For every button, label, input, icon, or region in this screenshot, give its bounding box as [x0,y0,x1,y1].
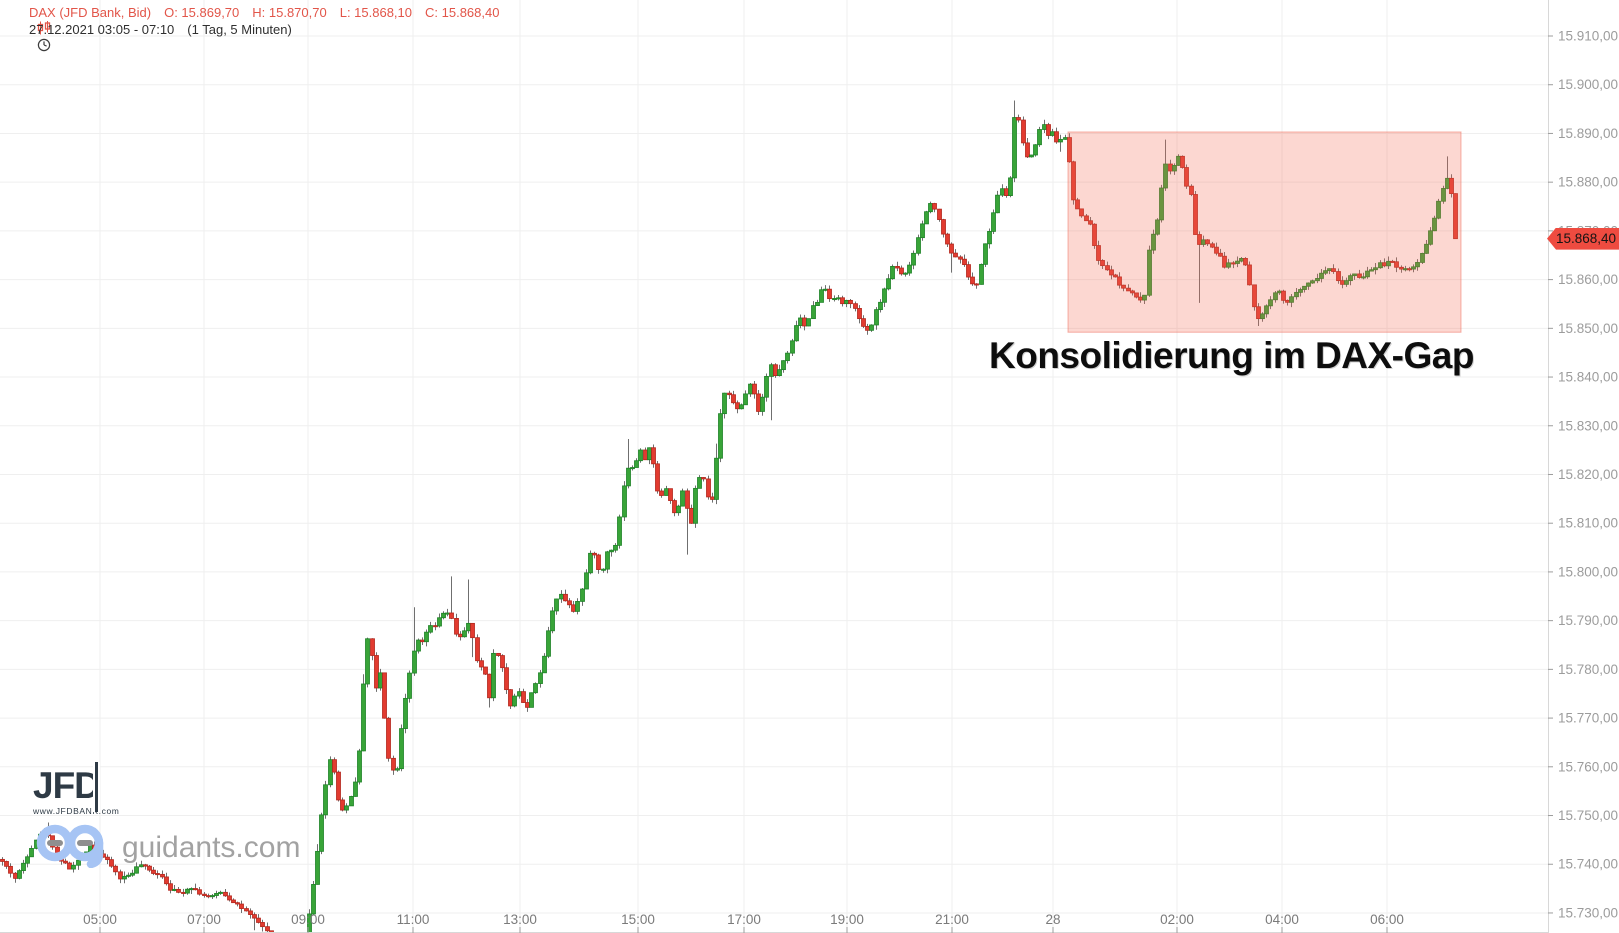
x-axis-label: 04:00 [1265,912,1299,927]
y-axis-label: 15.880,00 [1558,175,1618,190]
clock-icon [8,23,51,51]
guidants-icon [36,820,108,873]
y-axis-label: 15.810,00 [1558,516,1618,531]
candlestick-icon [8,6,51,34]
y-axis-label: 15.850,00 [1558,321,1618,336]
annotation-label[interactable]: Konsolidierung im DAX-Gap [989,335,1474,376]
last-price-value: 15.868,40 [1555,231,1616,247]
guidants-logo: guidants.com [36,820,300,873]
ohlc-high: H: 15.870,70 [252,5,327,20]
y-axis-label: 15.760,00 [1558,759,1618,774]
y-axis-label: 15.840,00 [1558,370,1618,385]
x-axis-label: 28 [1045,912,1060,927]
y-axis-label: 15.750,00 [1558,808,1618,823]
ohlc-close: C: 15.868,40 [425,5,500,20]
x-axis-label: 06:00 [1370,912,1404,927]
y-axis-label: 15.800,00 [1558,564,1618,579]
instrument-row: DAX (JFD Bank, Bid) O: 15.869,70 H: 15.8… [8,4,512,34]
chart-header: DAX (JFD Bank, Bid) O: 15.869,70 H: 15.8… [8,4,512,51]
x-axis-label: 21:00 [935,912,969,927]
timeframe-row: 27.12.2021 03:05 - 07:10 (1 Tag, 5 Minut… [8,21,512,51]
x-axis-label: 11:00 [397,912,430,927]
x-axis-label: 15:00 [621,912,655,927]
x-axis-label: 07:00 [187,912,221,927]
x-axis-label: 13:00 [503,912,537,927]
jfd-logo: JFD www.JFDBANK.com [33,762,120,816]
ohlc-low: L: 15.868,10 [339,5,413,20]
jfd-logo-candle-wick [95,762,98,812]
y-axis-label: 15.900,00 [1558,77,1618,92]
guidants-text: guidants.com [122,830,301,864]
y-axis-label: 15.820,00 [1558,467,1618,482]
last-price-badge: 15.868,40 [1547,227,1619,250]
date-range: 27.12.2021 03:05 - 07:10 [29,22,175,37]
x-axis-label: 02:00 [1160,912,1194,927]
interval-info: (1 Tag, 5 Minuten) [187,22,292,37]
y-axis-label: 15.890,00 [1558,126,1618,141]
y-axis-label: 15.780,00 [1558,662,1618,677]
y-axis-label: 15.730,00 [1558,905,1618,920]
jfd-logo-subtext: www.JFDBANK.com [33,806,120,816]
y-axis-label: 15.830,00 [1558,418,1618,433]
y-axis-label: 15.740,00 [1558,857,1618,872]
y-axis-label: 15.770,00 [1558,711,1618,726]
x-axis-label: 17:00 [727,912,761,927]
y-axis-label: 15.910,00 [1558,29,1618,44]
x-axis-label: 09:00 [291,912,325,927]
instrument-name: DAX (JFD Bank, Bid) [29,5,152,20]
x-axis-label: 19:00 [830,912,864,927]
y-axis-label: 15.860,00 [1558,272,1618,287]
x-axis-label: 05:00 [83,912,117,927]
jfd-logo-text: JFD [33,762,119,812]
ohlc-open: O: 15.869,70 [164,5,240,20]
y-axis-label: 15.790,00 [1558,613,1618,628]
